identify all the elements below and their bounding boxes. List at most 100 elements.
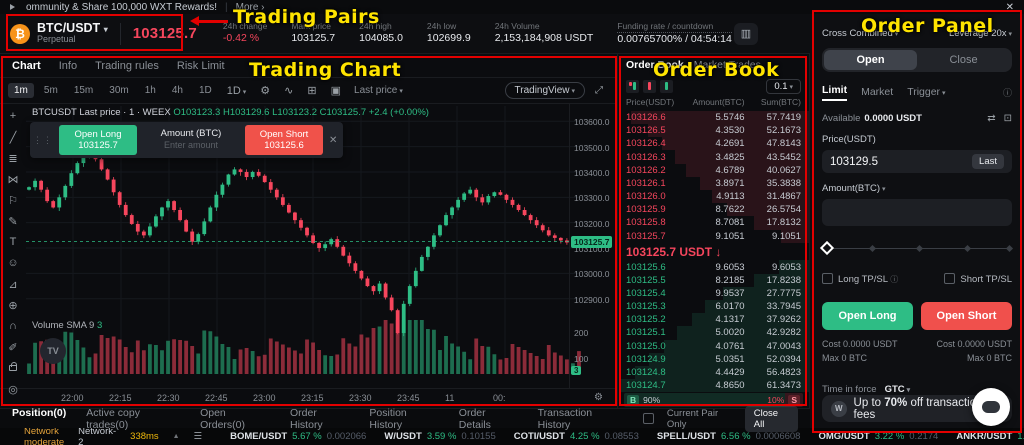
timeframe-30m[interactable]: 30m bbox=[109, 85, 129, 96]
book-layout-both-icon[interactable] bbox=[626, 79, 639, 93]
bottom-tab-open-orders-0-[interactable]: Open Orders(0) bbox=[200, 406, 245, 431]
announcement-more-link[interactable]: More › bbox=[235, 1, 265, 13]
zoom-in-icon[interactable]: ⊕ bbox=[8, 299, 18, 312]
axis-settings-icon[interactable]: ⚙ bbox=[594, 392, 603, 403]
ticker-pair[interactable]: COTI/USDT 4.25 % 0.08553 bbox=[514, 431, 639, 442]
draw-lock-icon[interactable]: ✐ bbox=[8, 341, 18, 354]
open-short-button[interactable]: Open Short bbox=[921, 302, 1012, 330]
tab-market-trades[interactable]: Market Trades bbox=[693, 58, 761, 71]
chart-settings-icon[interactable]: ⚙ bbox=[260, 85, 271, 97]
close-icon[interactable]: ✕ bbox=[1005, 1, 1014, 13]
price-source-dropdown[interactable]: Last price bbox=[354, 85, 403, 96]
ticker-pair[interactable]: SPELL/USDT 6.56 % 0.0006608 bbox=[657, 431, 801, 442]
screenshot-icon[interactable]: ▣ bbox=[330, 85, 342, 97]
bid-row[interactable]: 103125.3 6.0170 33.7945 bbox=[618, 299, 809, 314]
bid-row[interactable]: 103125.6 9.6053 9.6053 bbox=[618, 260, 809, 274]
text-tool-icon[interactable]: T bbox=[9, 236, 17, 248]
price-axis[interactable]: 103600.0 103500.0 103400.0 103300.0 103200.0… bbox=[569, 104, 617, 388]
precision-dropdown[interactable]: 0.1 bbox=[766, 78, 801, 94]
emoji-tool-icon[interactable]: ☺ bbox=[7, 257, 19, 269]
indicators-icon[interactable]: ⊞ bbox=[307, 85, 317, 97]
timeframe-1D[interactable]: 1D bbox=[198, 85, 212, 96]
timeframe-1h[interactable]: 1h bbox=[144, 85, 156, 96]
pair-selector[interactable]: BTC/USDT ▾ Perpetual bbox=[37, 21, 108, 46]
ask-row[interactable]: 103125.9 8.7622 26.5754 bbox=[618, 203, 809, 217]
transfer-icon[interactable]: ⇄ bbox=[987, 112, 996, 124]
support-chat-button[interactable] bbox=[972, 388, 1010, 426]
widget-close-icon[interactable]: ✕ bbox=[329, 134, 338, 146]
network-name[interactable]: Network-2 bbox=[78, 428, 117, 445]
widget-amount-input[interactable]: Amount (BTC) Enter amount bbox=[160, 128, 222, 151]
book-layout-bids-icon[interactable] bbox=[660, 79, 673, 93]
trend-line-icon[interactable]: ╱ bbox=[9, 131, 17, 144]
forecast-tool-icon[interactable]: ⚐ bbox=[8, 194, 18, 207]
bid-row[interactable]: 103125.4 9.9537 27.7775 bbox=[618, 286, 809, 300]
amount-input[interactable] bbox=[822, 199, 1012, 227]
magnet-icon[interactable]: ∩ bbox=[9, 320, 17, 332]
xabcd-pattern-icon[interactable]: ⋈ bbox=[7, 173, 19, 186]
bottom-tab-active-copy-trades-0-[interactable]: Active copy trades(0) bbox=[86, 406, 140, 431]
order-type-trigger[interactable]: Trigger bbox=[907, 86, 945, 98]
bottom-tab-position-history[interactable]: Position History bbox=[369, 406, 407, 431]
long-tpsl-checkbox[interactable] bbox=[822, 273, 833, 284]
open-long-button[interactable]: Open Long bbox=[822, 302, 913, 330]
amount-slider[interactable] bbox=[819, 241, 1014, 256]
bottom-tab-position-0-[interactable]: Position(0) bbox=[12, 406, 67, 419]
ask-row[interactable]: 103126.3 3.4825 43.5452 bbox=[618, 150, 809, 164]
tab-chart[interactable]: Chart bbox=[12, 59, 41, 72]
open-tab[interactable]: Open bbox=[824, 50, 917, 70]
short-tpsl-checkbox[interactable] bbox=[944, 273, 956, 284]
fullscreen-icon[interactable]: ⤢ bbox=[595, 85, 603, 96]
brush-icon[interactable]: ✎ bbox=[8, 215, 18, 228]
close-tab[interactable]: Close bbox=[949, 53, 978, 66]
ticker-pair[interactable]: W/USDT 3.59 % 0.10155 bbox=[384, 431, 495, 442]
bottom-tab-transaction-history[interactable]: Transaction History bbox=[537, 406, 593, 431]
ruler-icon[interactable]: ⊿ bbox=[8, 278, 18, 291]
ask-row[interactable]: 103126.6 5.5746 57.7419 bbox=[618, 110, 809, 125]
amount-label[interactable]: Amount(BTC) bbox=[822, 183, 1012, 194]
ask-row[interactable]: 103125.7 9.1051 9.1051 bbox=[618, 229, 809, 243]
book-layout-asks-icon[interactable] bbox=[643, 79, 656, 93]
timeframe-5m[interactable]: 5m bbox=[43, 85, 58, 96]
ticker-pair[interactable]: BOME/USDT 5.67 % 0.002066 bbox=[230, 431, 366, 442]
current-pair-only-checkbox[interactable] bbox=[643, 413, 654, 424]
bid-row[interactable]: 103124.7 4.8650 61.3473 bbox=[618, 379, 809, 393]
hide-drawings-icon[interactable]: ◎ bbox=[8, 383, 18, 396]
drag-handle[interactable]: ⋮⋮ bbox=[33, 134, 53, 145]
orderbook-layout-toggle-icon[interactable]: ▥ bbox=[734, 22, 758, 45]
close-all-button[interactable]: Close All bbox=[744, 405, 799, 432]
leverage-dropdown[interactable]: Leverage 20x bbox=[949, 28, 1012, 39]
bid-row[interactable]: 103124.9 5.0351 52.0394 bbox=[618, 352, 809, 366]
ticker-settings-icon[interactable]: ☰ bbox=[193, 431, 203, 442]
more-intervals-dropdown[interactable]: 1D bbox=[222, 85, 252, 97]
tab-risk-limit[interactable]: Risk Limit bbox=[176, 59, 225, 72]
tradingview-switch[interactable]: TradingView bbox=[504, 82, 585, 99]
last-price-button[interactable]: Last bbox=[972, 154, 1004, 169]
order-type-market[interactable]: Market bbox=[861, 86, 894, 99]
bid-row[interactable]: 103124.8 4.4429 56.4823 bbox=[618, 365, 809, 380]
timeframe-1m[interactable]: 1m bbox=[8, 83, 34, 98]
lock-icon[interactable] bbox=[4, 360, 22, 376]
timeframe-4h[interactable]: 4h bbox=[171, 85, 183, 96]
widget-open-long-button[interactable]: Open Long 103125.7 bbox=[59, 125, 137, 155]
chevron-up-icon[interactable]: ▲ bbox=[172, 433, 180, 440]
ask-row[interactable]: 103126.5 4.3530 52.1673 bbox=[618, 124, 809, 138]
time-axis[interactable]: ⚙ 22:00 22:15 22:30 22:45 23:00 23:15 23:30 23:… bbox=[0, 388, 617, 408]
tab-order-book[interactable]: Order Book bbox=[626, 58, 684, 71]
ticker-pair[interactable]: OMG/USDT 3.22 % 0.2174 bbox=[818, 431, 938, 442]
ask-row[interactable]: 103126.1 3.8971 35.3838 bbox=[618, 176, 809, 191]
slider-handle[interactable] bbox=[819, 241, 835, 256]
ask-row[interactable]: 103125.8 8.7081 17.8132 bbox=[618, 216, 809, 230]
tab-trading-rules[interactable]: Trading rules bbox=[95, 59, 159, 72]
margin-mode-dropdown[interactable]: Cross Combined bbox=[822, 28, 898, 39]
widget-open-short-button[interactable]: Open Short 103125.6 bbox=[245, 125, 323, 155]
horizontal-line-icon[interactable]: ≣ bbox=[8, 152, 18, 165]
mid-price[interactable]: 103125.7 USDT ↓ bbox=[626, 244, 722, 259]
order-type-limit[interactable]: Limit bbox=[822, 84, 848, 101]
ask-row[interactable]: 103126.2 4.6789 40.0627 bbox=[618, 163, 809, 177]
ask-row[interactable]: 103126.0 4.9113 31.4867 bbox=[618, 190, 809, 204]
bid-row[interactable]: 103125.1 5.0020 42.9282 bbox=[618, 326, 809, 340]
ask-row[interactable]: 103126.4 4.2691 47.8143 bbox=[618, 137, 809, 151]
bid-row[interactable]: 103125.2 4.1317 37.9262 bbox=[618, 313, 809, 327]
